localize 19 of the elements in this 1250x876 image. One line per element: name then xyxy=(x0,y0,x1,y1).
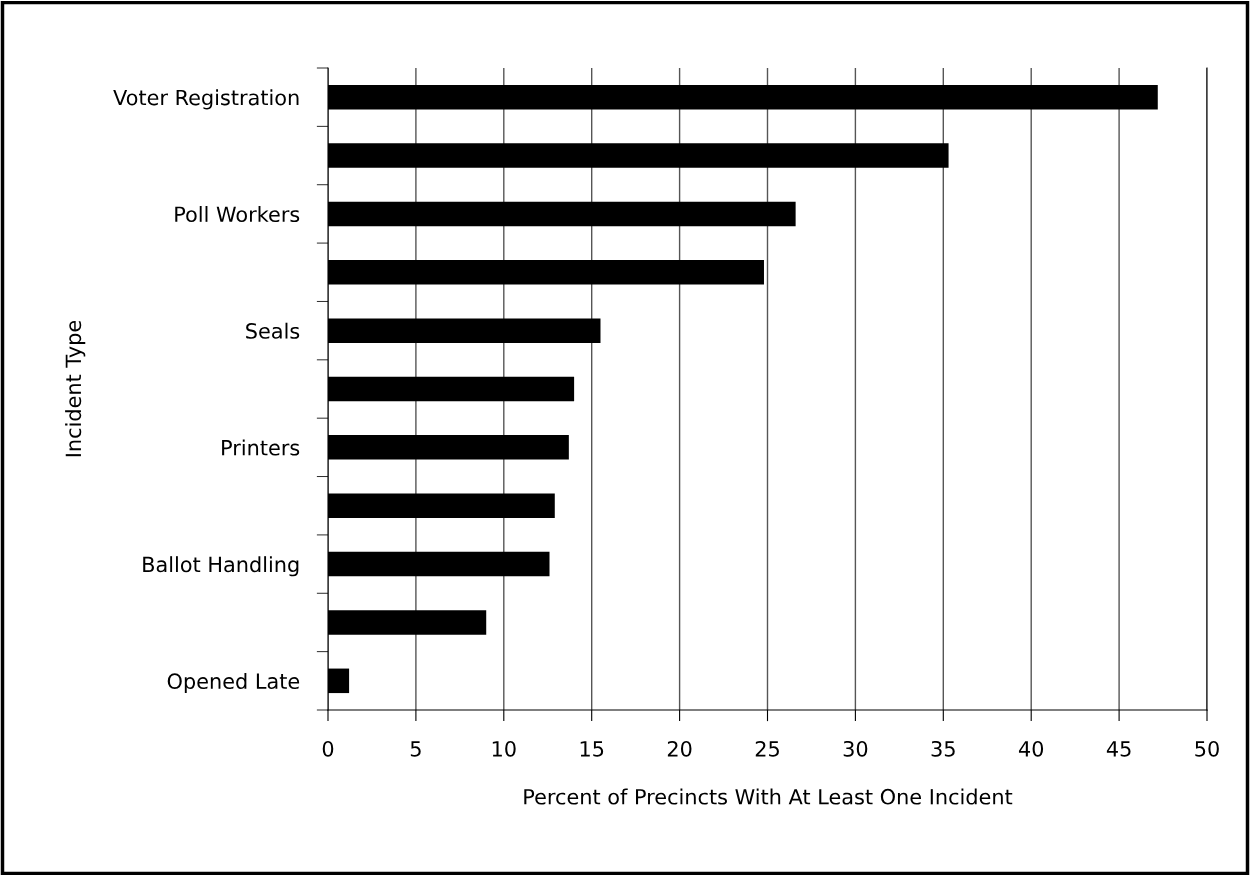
x-tick-label: 25 xyxy=(755,740,779,757)
y-tick-label: Poll Workers xyxy=(175,205,300,223)
x-tick-label: 10 xyxy=(492,740,516,757)
y-tick-label: Seals xyxy=(246,322,300,339)
x-tick-label: 35 xyxy=(931,740,955,757)
x-tick-label: 15 xyxy=(580,741,604,757)
y-tick-label: Voter Registration xyxy=(113,89,299,110)
x-tick-label: 45 xyxy=(1106,741,1131,757)
x-tick-label: 50 xyxy=(1195,740,1219,757)
y-tick-label: Opened Late xyxy=(167,672,300,694)
y-tick-label: Printers xyxy=(222,439,300,456)
x-tick-label: 40 xyxy=(1018,740,1044,757)
y-tick-label: Ballot Handling xyxy=(143,556,299,577)
x-tick-label: 20 xyxy=(667,740,692,757)
x-tick-label: 30 xyxy=(843,740,868,757)
x-axis-title: Percent of Precincts With At Least One Incident xyxy=(524,788,1013,805)
x-tick-label: 5 xyxy=(410,741,421,757)
y-axis-title: Incident Type xyxy=(65,320,86,457)
x-tick-label: 0 xyxy=(322,740,334,757)
